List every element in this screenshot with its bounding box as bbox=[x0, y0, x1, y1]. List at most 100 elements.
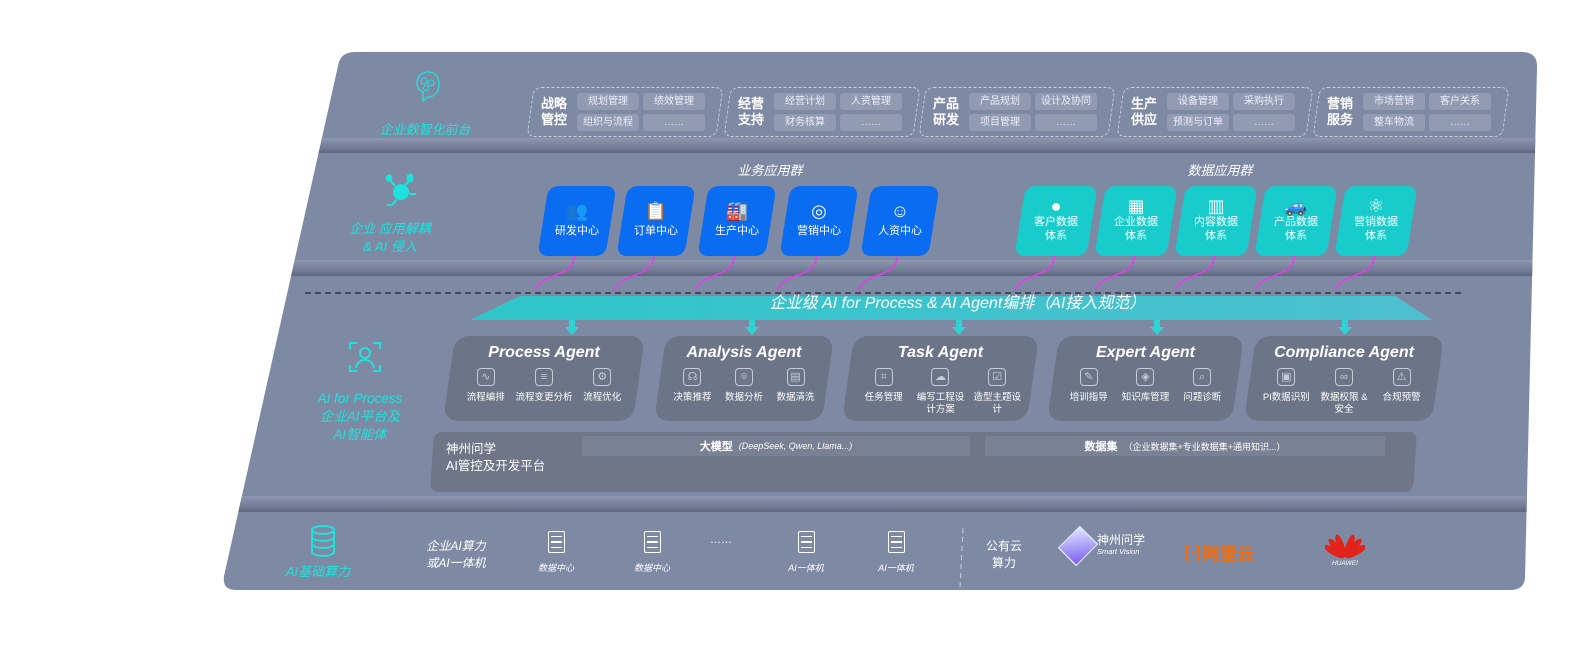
aliyun-logo[interactable]: [-] 阿里云 bbox=[1185, 540, 1254, 565]
group-title: 营销 服务 bbox=[1327, 96, 1354, 127]
feature-label: PI数据识别 bbox=[1262, 392, 1310, 403]
face-scan-icon bbox=[348, 341, 382, 378]
row-divider bbox=[223, 138, 1538, 153]
capability-group: 营销 服务 市场营销 客户关系 整车物流…… bbox=[1312, 87, 1510, 137]
database-icon bbox=[309, 524, 337, 563]
agent-feature[interactable]: ☁ 编写工程设计方案 bbox=[912, 368, 968, 416]
feature-label: 编写工程设计方案 bbox=[916, 392, 965, 415]
capability-chip[interactable]: …… bbox=[1035, 114, 1097, 131]
group-title: 生产 供应 bbox=[1131, 96, 1158, 127]
capability-chip[interactable]: 人资管理 bbox=[840, 93, 902, 110]
smartvision-sub: Smart Vision bbox=[1097, 547, 1140, 556]
capability-chip[interactable]: 项目管理 bbox=[969, 114, 1031, 131]
agent-feature[interactable]: ⌕ 问题诊断 bbox=[1174, 368, 1230, 404]
tile-label: 人资中心 bbox=[878, 225, 922, 237]
agent-feature[interactable]: ⚠ 合规预警 bbox=[1373, 368, 1430, 416]
capability-chip[interactable]: 组织与流程 bbox=[577, 114, 639, 131]
agent-card[interactable]: Compliance Agent ▣ PI数据识别 ∞ 数据权限 & 安全 ⚠ 合规预警 bbox=[1244, 336, 1444, 421]
feature-label: 培训指导 bbox=[1069, 392, 1108, 403]
target-icon: ◎ bbox=[811, 201, 827, 221]
agent-feature[interactable]: ☊ 决策推荐 bbox=[667, 368, 718, 404]
data-app-tile[interactable]: ▦ 企业数据 体系 bbox=[1094, 186, 1178, 256]
agent-feature[interactable]: ∿ 流程编排 bbox=[457, 368, 515, 404]
data-app-tile[interactable]: ▥ 内容数据 体系 bbox=[1174, 186, 1258, 256]
down-arrow-stem bbox=[1154, 320, 1160, 328]
public-cloud-line2: 算力 bbox=[991, 556, 1016, 570]
server-item[interactable]: AI一体机 bbox=[866, 531, 926, 574]
capability-chip[interactable]: 设备管理 bbox=[1167, 93, 1229, 110]
data-app-tile[interactable]: ⚛ 营销数据 体系 bbox=[1334, 186, 1418, 256]
capability-chip[interactable]: 绩效管理 bbox=[643, 93, 705, 110]
diagnosis-icon: ⌕ bbox=[1193, 368, 1212, 386]
capability-chip[interactable]: 规划管理 bbox=[577, 93, 639, 110]
agent-card[interactable]: Task Agent ⌗ 任务管理 ☁ 编写工程设计方案 ☑ 造型主题设计 bbox=[842, 336, 1039, 421]
large-model-cell[interactable]: 大模型 (DeepSeek, Qwen, Llama...) bbox=[582, 436, 970, 456]
business-app-tile[interactable]: 🏭 生产中心 bbox=[697, 186, 777, 256]
agent-feature[interactable]: ✎ 培训指导 bbox=[1061, 368, 1117, 404]
agent-feature[interactable]: ◈ 知识库管理 bbox=[1117, 368, 1173, 404]
agent-feature[interactable]: ⚙ 流程优化 bbox=[573, 368, 631, 404]
data-app-tile[interactable]: 🚙 产品数据 体系 bbox=[1254, 186, 1338, 256]
server-label: 数据中心 bbox=[537, 563, 574, 573]
business-app-tile[interactable]: ☺ 人资中心 bbox=[860, 186, 940, 256]
server-item[interactable]: AI一体机 bbox=[776, 531, 836, 574]
capability-chip[interactable]: …… bbox=[643, 114, 705, 131]
agent-feature[interactable]: ▤ 数据清洗 bbox=[770, 368, 821, 404]
dataset-cell[interactable]: 数据集 （企业数据集+专业数据集+通用知识...） bbox=[985, 436, 1385, 456]
capability-chip[interactable]: 设计及协同 bbox=[1035, 93, 1097, 110]
server-item[interactable]: 数据中心 bbox=[526, 531, 586, 574]
pencil-ruler-icon: ✎ bbox=[1079, 368, 1098, 386]
head-icon: ☊ bbox=[683, 368, 702, 386]
capability-chip[interactable]: 市场营销 bbox=[1363, 93, 1425, 110]
tile-label: 营销中心 bbox=[797, 225, 841, 237]
large-model-title: 大模型 bbox=[699, 441, 733, 453]
agent-card[interactable]: Analysis Agent ☊ 决策推荐 ⚛ 数据分析 ▤ 数据清洗 bbox=[654, 336, 834, 421]
agent-card[interactable]: Process Agent ∿ 流程编排 ≡ 流程变更分析 ⚙ 流程优化 bbox=[443, 336, 645, 421]
row1-label: 企业数智化前台 bbox=[379, 122, 471, 137]
business-app-tile[interactable]: 👥 研发中心 bbox=[537, 186, 617, 256]
agent-feature[interactable]: ≡ 流程变更分析 bbox=[515, 368, 573, 404]
feature-label: 决策推荐 bbox=[673, 392, 712, 403]
server-icon bbox=[547, 531, 565, 553]
capability-chip[interactable]: …… bbox=[1429, 114, 1491, 131]
platform-title: 神州问学 AI管控及开发平台 bbox=[446, 441, 545, 475]
capability-chip[interactable]: 采购执行 bbox=[1233, 93, 1295, 110]
public-cloud-label: 公有云 算力 bbox=[982, 538, 1026, 572]
agent-feature[interactable]: ⌗ 任务管理 bbox=[856, 368, 912, 416]
agent-feature[interactable]: ☑ 造型主题设计 bbox=[969, 368, 1025, 416]
capability-chip[interactable]: …… bbox=[840, 114, 902, 131]
chip-grid: 设备管理 采购执行 预测与订单…… bbox=[1167, 93, 1295, 131]
down-arrow-icon bbox=[745, 327, 759, 335]
agent-feature[interactable]: ⚛ 数据分析 bbox=[718, 368, 769, 404]
platform-title-line1: 神州问学 bbox=[446, 442, 497, 456]
agent-card[interactable]: Expert Agent ✎ 培训指导 ◈ 知识库管理 ⌕ 问题诊断 bbox=[1047, 336, 1244, 421]
agent-feature[interactable]: ▣ PI数据识别 bbox=[1258, 368, 1315, 416]
clipboard-icon: 📋 bbox=[644, 201, 668, 221]
server-item[interactable]: 数据中心 bbox=[622, 531, 682, 574]
data-app-tile[interactable]: ● 客户数据 体系 bbox=[1014, 186, 1098, 256]
capability-chip[interactable]: 客户关系 bbox=[1429, 93, 1491, 110]
dataset-note: （企业数据集+专业数据集+通用知识...） bbox=[1123, 441, 1286, 452]
business-app-tile[interactable]: 📋 订单中心 bbox=[616, 186, 696, 256]
tile-label-line1: 客户数据 bbox=[1034, 216, 1078, 228]
business-app-tile[interactable]: ◎ 营销中心 bbox=[779, 186, 859, 256]
capability-chip[interactable]: 整车物流 bbox=[1363, 114, 1425, 131]
capability-chip[interactable]: 经营计划 bbox=[774, 93, 836, 110]
connector-arrow bbox=[1334, 251, 1376, 291]
capability-chip[interactable]: 产品规划 bbox=[969, 93, 1031, 110]
capability-chip[interactable]: …… bbox=[1233, 114, 1295, 131]
feature-label: 流程编排 bbox=[466, 392, 505, 403]
row3-label-line1: AI for Process bbox=[317, 391, 403, 406]
chip-grid: 规划管理 绩效管理 组织与流程…… bbox=[577, 93, 705, 131]
agent-feature[interactable]: ∞ 数据权限 & 安全 bbox=[1315, 368, 1372, 416]
capability-chip[interactable]: 财务核算 bbox=[774, 114, 836, 131]
smartvision-logo[interactable]: 神州问学 Smart Vision bbox=[1057, 525, 1145, 567]
huawei-logo[interactable]: HUAWEI bbox=[1323, 532, 1367, 567]
capability-group-content: 生产 供应 设备管理 采购执行 预测与订单…… bbox=[1121, 88, 1309, 136]
agent-name: Expert Agent bbox=[1096, 344, 1195, 361]
dataset-title: 数据集 bbox=[1084, 441, 1118, 453]
tile-label-line2: 体系 bbox=[1365, 230, 1387, 242]
capability-chip[interactable]: 预测与订单 bbox=[1167, 114, 1229, 131]
server-label: 数据中心 bbox=[633, 563, 670, 573]
tile-label-line1: 产品数据 bbox=[1274, 216, 1318, 228]
